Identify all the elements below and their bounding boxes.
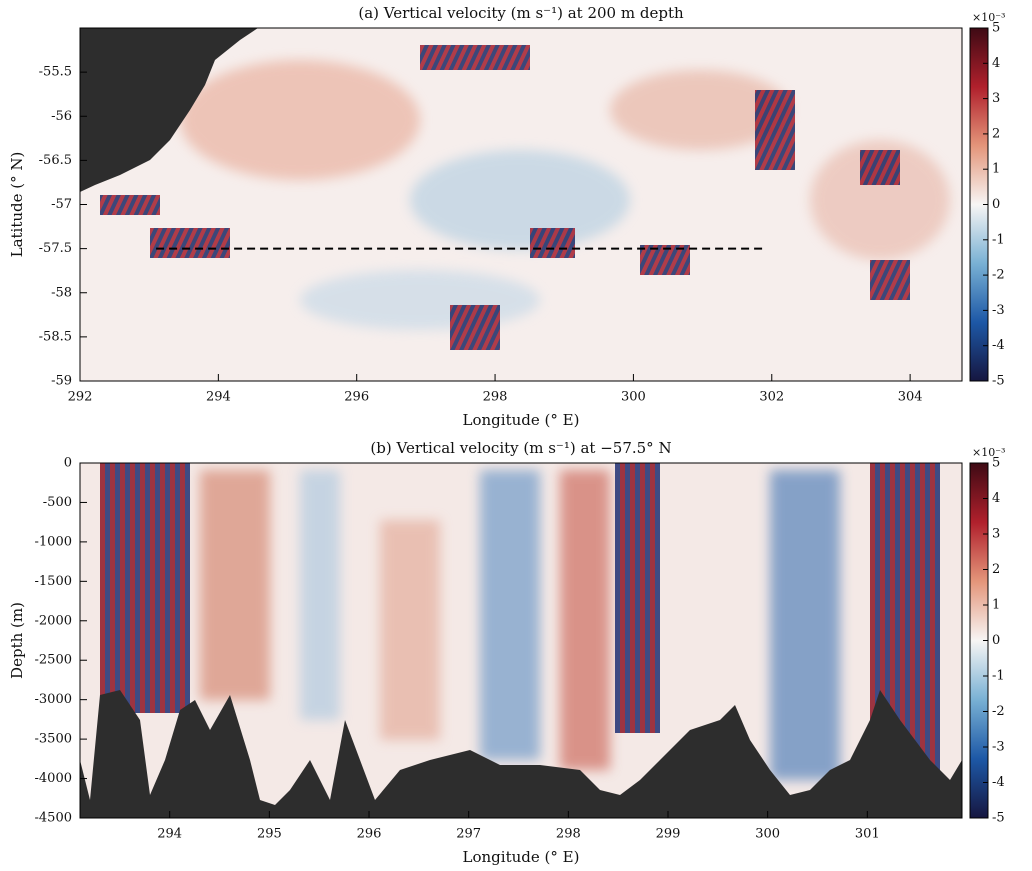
colorbar-tick-label: 4 [992,56,1000,71]
y-tick-label: -4500 [35,811,72,826]
colorbar-tick-label: -3 [992,303,1005,318]
x-tick-label: 300 [755,827,780,842]
y-axis-label: Depth (m) [8,602,26,679]
y-tick-label: -58 [51,285,72,300]
y-tick-label: -3000 [35,692,72,707]
x-tick-label: 300 [621,390,646,405]
colorbar-tick-label: 2 [992,562,1000,577]
x-tick-label: 301 [855,827,880,842]
colorbar-tick-label: -4 [992,775,1005,790]
y-tick-label: -2000 [35,613,72,628]
colorbar-tick-label: 3 [992,91,1000,106]
x-axis-label: Longitude (° E) [463,848,580,866]
y-tick-label: 0 [64,456,72,471]
x-tick-label: 298 [483,390,508,405]
colorbar-tick-label: 5 [992,456,1000,471]
y-tick-label: -56 [51,109,72,124]
colorbar-tick-label: -1 [992,232,1005,247]
colorbar-tick-label: -3 [992,740,1005,755]
x-axis-label: Longitude (° E) [463,411,580,429]
y-tick-label: -55.5 [39,65,72,80]
x-tick-label: 299 [656,827,681,842]
x-tick-label: 296 [357,827,382,842]
x-tick-label: 295 [257,827,282,842]
colorbar-tick-label: 0 [992,633,1000,648]
y-tick-label: -4000 [35,771,72,786]
colorbar-tick-label: -5 [992,374,1005,389]
colorbar-tick-label: 2 [992,126,1000,141]
colorbar-tick-label: 1 [992,162,1000,177]
field-a [80,28,962,381]
y-tick-label: -56.5 [39,153,72,168]
y-axis-label: Latitude (° N) [8,152,26,258]
colorbar-tick-label: 5 [992,21,1000,36]
x-tick-label: 296 [344,390,369,405]
y-tick-label: -1000 [35,534,72,549]
x-tick-label: 297 [456,827,481,842]
x-tick-label: 294 [157,827,182,842]
colorbar-multiplier: ×10⁻³ [972,11,1005,24]
x-tick-label: 304 [898,390,923,405]
y-tick-label: -57 [51,197,72,212]
colorbar-multiplier: ×10⁻³ [972,446,1005,459]
colorbar-tick-label: 1 [992,598,1000,613]
colorbar-tick-label: -2 [992,268,1005,283]
x-tick-label: 302 [759,390,784,405]
colorbar-tick-label: -4 [992,338,1005,353]
y-tick-label: -500 [43,495,72,510]
field-b [80,463,962,818]
colorbar-tick-label: 0 [992,197,1000,212]
y-tick-label: -57.5 [39,241,72,256]
x-tick-label: 298 [556,827,581,842]
y-tick-label: -58.5 [39,329,72,344]
colorbar-tick-label: -5 [992,811,1005,826]
y-tick-label: -59 [51,374,72,389]
x-tick-label: 294 [206,390,231,405]
plot-frame [79,462,963,819]
panel-title: (b) Vertical velocity (m s⁻¹) at −57.5° … [370,439,671,457]
colorbar-tick-label: 4 [992,491,1000,506]
panel-title: (a) Vertical velocity (m s⁻¹) at 200 m d… [358,4,684,22]
colorbar-tick-label: -2 [992,704,1005,719]
y-tick-label: -1500 [35,574,72,589]
x-tick-label: 292 [68,390,93,405]
y-tick-label: -2500 [35,653,72,668]
colorbar-tick-label: 3 [992,527,1000,542]
y-tick-label: -3500 [35,732,72,747]
colorbar-tick-label: -1 [992,669,1005,684]
